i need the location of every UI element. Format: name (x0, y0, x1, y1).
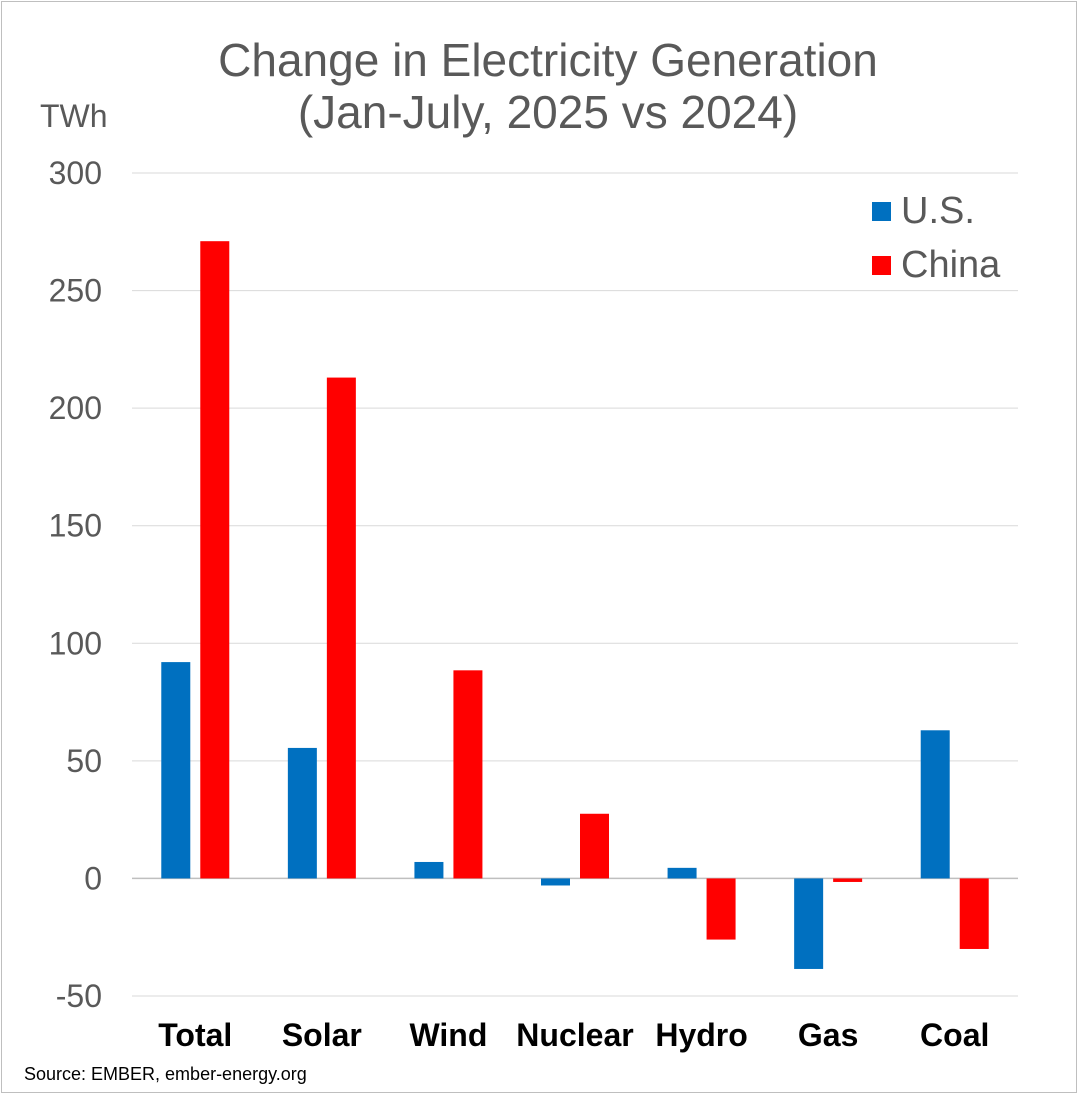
bar-china-total (200, 241, 230, 879)
legend-swatch-china (872, 255, 891, 275)
y-tick-label: 300 (49, 155, 102, 191)
bar-china-hydro (706, 878, 736, 940)
legend-label-us: U.S. (901, 189, 975, 232)
x-tick-label-wind: Wind (409, 1017, 487, 1053)
bar-us-total (161, 662, 191, 879)
bar-china-nuclear (580, 813, 609, 879)
y-tick-label: 250 (49, 273, 102, 309)
legend-item-china: China (872, 238, 1000, 292)
bar-us-gas (794, 878, 824, 969)
bar-china-gas (833, 878, 863, 882)
bar-china-solar (326, 377, 356, 879)
y-tick-label: 200 (49, 390, 102, 426)
source-note: Source: EMBER, ember-energy.org (24, 1064, 307, 1084)
chart-title: Change in Electricity Generation (Jan-Ju… (0, 34, 1080, 138)
bar-chart: 300 250 200 150 100 50 0 -50 Total Solar Wind Nucle… (49, 155, 1018, 1053)
x-tick-label-nuclear: Nuclear (516, 1017, 633, 1053)
y-tick-label: 0 (84, 860, 102, 896)
y-tick-label: 100 (49, 625, 102, 661)
x-tick-label-solar: Solar (282, 1017, 362, 1053)
bar-us-solar (287, 747, 317, 879)
y-tick-label: 50 (66, 743, 102, 779)
chart-title-line-1: Change in Electricity Generation (218, 34, 878, 86)
x-tick-label-total: Total (158, 1017, 232, 1053)
legend-swatch-us (872, 201, 891, 221)
legend: U.S. China (872, 184, 1000, 292)
chart-title-line-2: (Jan-July, 2025 vs 2024) (297, 86, 799, 138)
x-tick-label-hydro: Hydro (655, 1017, 747, 1053)
x-tick-label-coal: Coal (920, 1017, 989, 1053)
bar-us-coal (920, 730, 950, 879)
legend-label-china: China (901, 243, 1001, 286)
y-tick-label: 150 (49, 508, 102, 544)
y-axis-unit-label: TWh (40, 98, 108, 134)
bar-china-coal (959, 878, 989, 949)
bar-us-nuclear (541, 878, 570, 886)
bar-us-hydro (667, 867, 697, 879)
x-tick-label-gas: Gas (798, 1017, 858, 1053)
bar-china-wind (453, 670, 483, 879)
legend-item-us: U.S. (872, 184, 1000, 238)
bar-us-wind (414, 861, 444, 879)
y-tick-label: -50 (56, 978, 102, 1014)
